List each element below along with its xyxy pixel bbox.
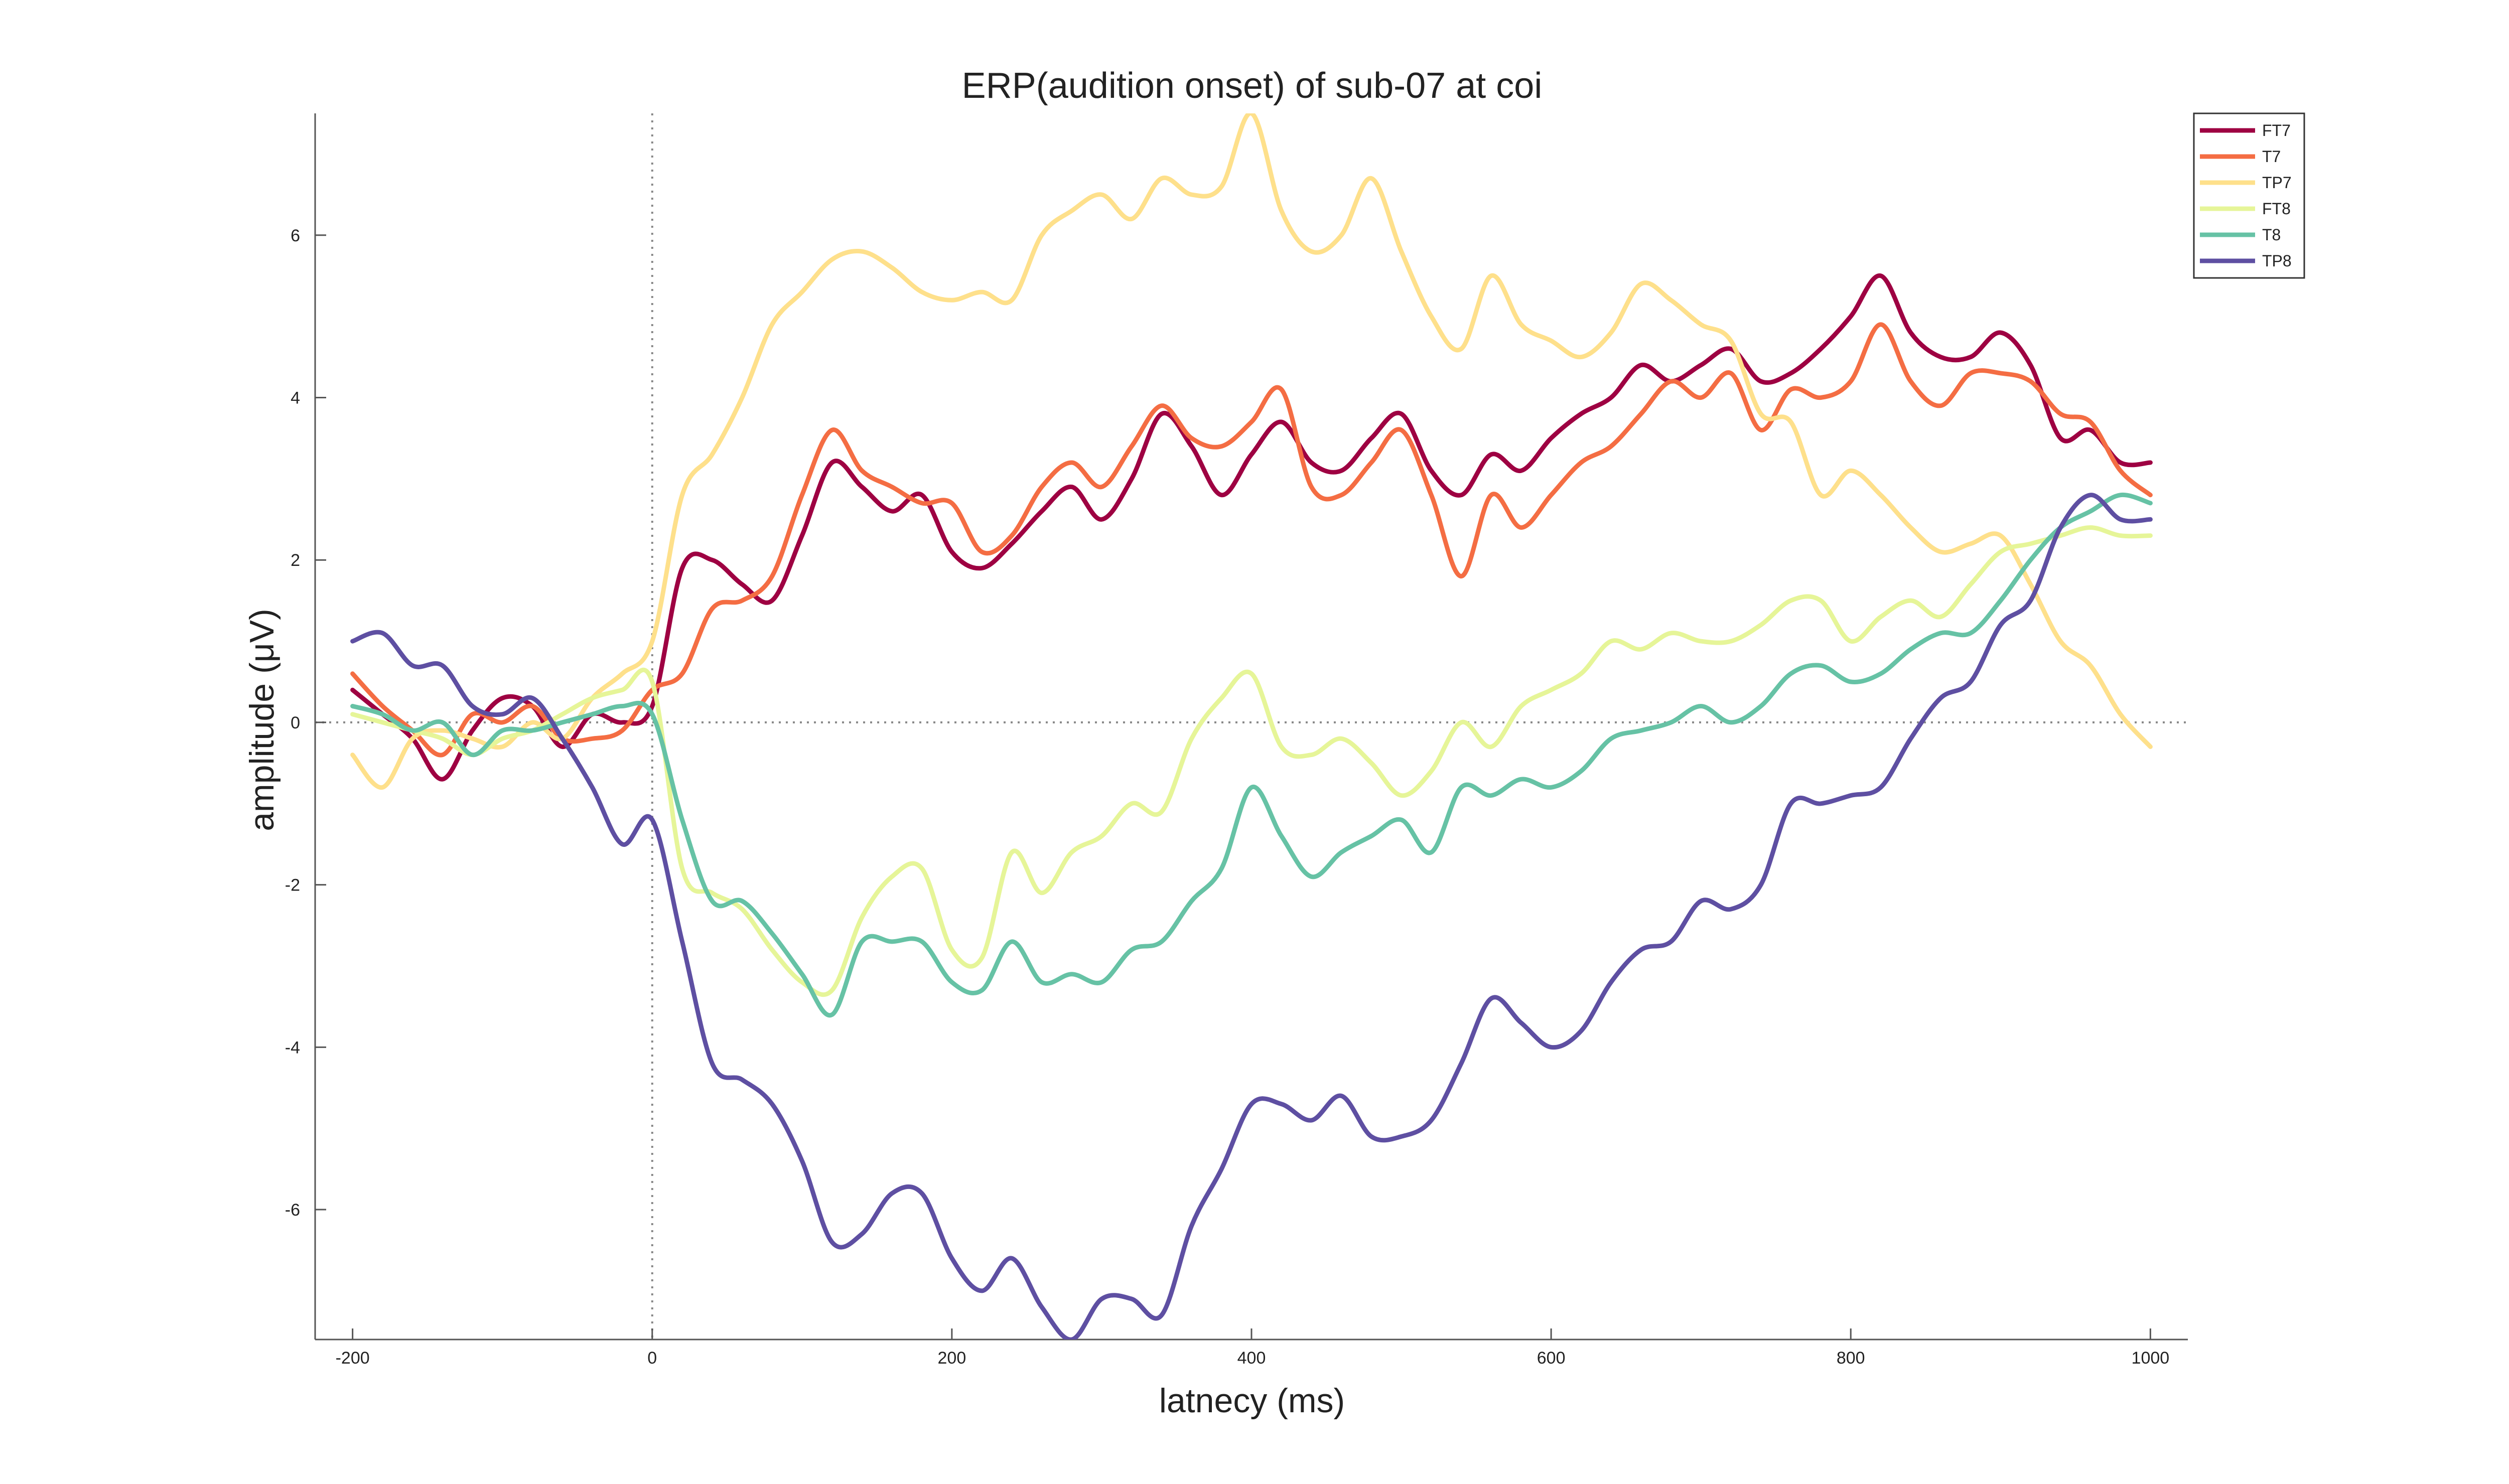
series-line-tp7: [350, 113, 2153, 790]
series-line-t7: [350, 322, 2153, 758]
legend-label-t7: T7: [2262, 147, 2281, 166]
legend-box: [2193, 112, 2305, 279]
legend-label-ft7: FT7: [2262, 121, 2291, 139]
y-tick-label: 2: [291, 551, 300, 570]
y-tick-label: -2: [285, 876, 300, 895]
legend-label-t8: T8: [2262, 226, 2281, 244]
series-line-tp8: [350, 493, 2153, 1340]
y-axis-title: amplitude (μV): [243, 609, 281, 831]
x-tick-label: -200: [336, 1349, 370, 1368]
x-axis-title: latnecy (ms): [1159, 1382, 1345, 1420]
y-tick-label: -4: [285, 1038, 300, 1057]
series-line-ft7: [350, 273, 2153, 782]
x-tick-label: 600: [1537, 1349, 1566, 1368]
series-line-ft8: [350, 525, 2153, 997]
legend-label-tp7: TP7: [2262, 174, 2292, 192]
y-tick-label: 6: [291, 226, 300, 245]
x-tick-label: 0: [647, 1349, 657, 1368]
x-tick-label: 1000: [2132, 1349, 2170, 1368]
series-line-t8: [350, 492, 2153, 1018]
legend-label-tp8: TP8: [2262, 252, 2292, 270]
x-tick-label: 800: [1837, 1349, 1865, 1368]
legend: FT7 T7 TP7 FT8 T8 TP8: [2193, 112, 2305, 279]
series-lines: [350, 113, 2153, 1340]
chart-title: ERP(audition onset) of sub-07 at coi: [962, 66, 1543, 106]
legend-label-ft8: FT8: [2262, 200, 2291, 218]
plot-area: -200 0 200 400 600 800 1000 -6 -4 -2 0 2 4 6: [285, 113, 2188, 1368]
x-tick-label: 200: [938, 1349, 966, 1368]
y-tick-label: 0: [291, 713, 300, 732]
y-tick-label: 4: [291, 388, 300, 407]
y-tick-label: -6: [285, 1201, 300, 1220]
x-tick-label: 400: [1237, 1349, 1266, 1368]
